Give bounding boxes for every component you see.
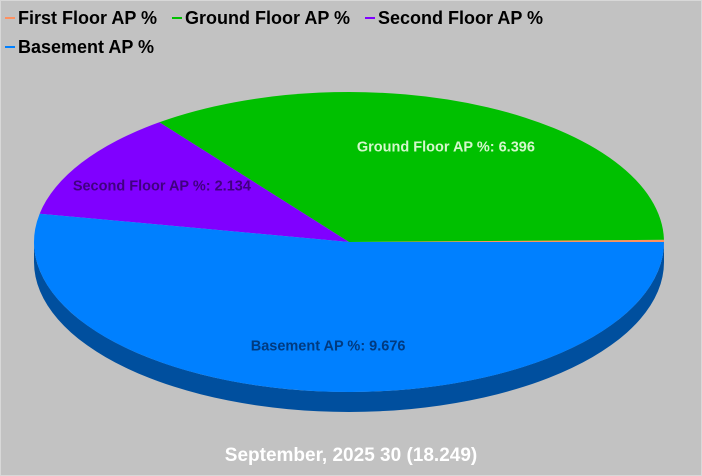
legend-item-basement: Basement AP % xyxy=(5,36,154,58)
data-label-basement-ap: Basement AP %: 9.676 xyxy=(251,338,406,354)
pie-slice-second-floor-ap xyxy=(39,122,349,242)
legend-item-first-floor: First Floor AP % xyxy=(5,7,157,29)
legend-label-basement: Basement AP % xyxy=(18,37,155,57)
legend-marker-first-floor xyxy=(5,17,15,19)
chart-title: September, 2025 30 (18.249) xyxy=(224,445,478,466)
legend-label-ground-floor: Ground Floor AP % xyxy=(185,8,351,28)
legend-label-first-floor: First Floor AP % xyxy=(18,8,158,28)
legend-label-second-floor: Second Floor AP % xyxy=(378,8,544,28)
legend-item-second-floor: Second Floor AP % xyxy=(365,7,543,29)
pie-slice-ground-floor-ap xyxy=(159,92,664,242)
legend: First Floor AP % Ground Floor AP % Secon… xyxy=(5,7,575,58)
legend-item-ground-floor: Ground Floor AP % xyxy=(172,7,350,29)
pie-slice-first-floor-ap xyxy=(349,239,664,242)
legend-marker-basement xyxy=(5,46,15,48)
data-label-ground-floor-ap: Ground Floor AP %: 6.396 xyxy=(357,140,535,156)
data-label-second-floor-ap: Second Floor AP %: 2.134 xyxy=(73,178,251,194)
pie-slice-basement-ap xyxy=(33,213,665,393)
legend-marker-second-floor xyxy=(365,17,376,19)
legend-marker-ground-floor xyxy=(172,17,183,19)
